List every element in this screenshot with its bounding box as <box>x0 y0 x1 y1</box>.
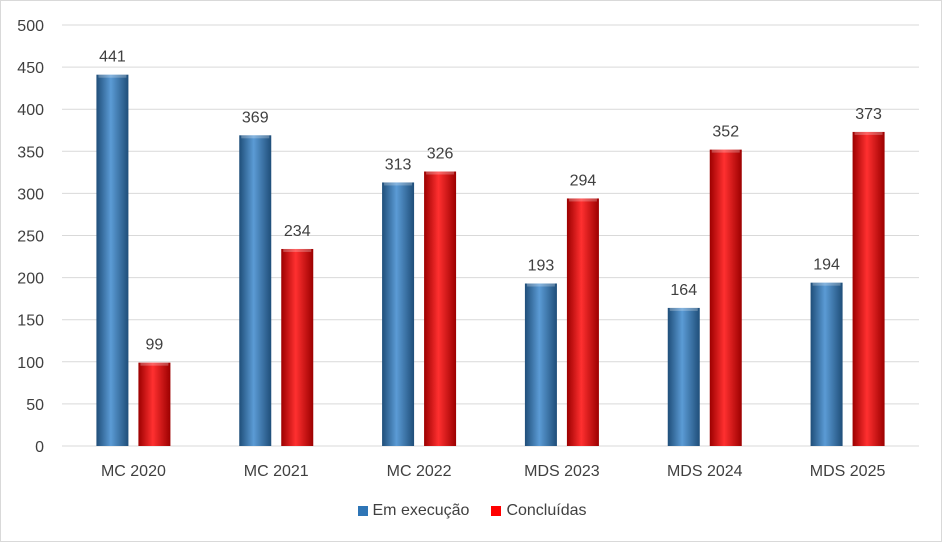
y-tick-label: 100 <box>17 355 44 372</box>
data-label: 352 <box>712 124 739 141</box>
y-tick-label: 250 <box>17 229 44 246</box>
bar-bevel <box>384 182 413 186</box>
bar-em-execucao <box>96 74 129 446</box>
bar-concluidas <box>138 362 171 446</box>
bar-concluidas <box>852 131 885 446</box>
bar-bevel <box>526 283 555 287</box>
bar-bevel <box>241 135 270 139</box>
legend-swatch-em-execucao <box>357 506 368 516</box>
data-label: 294 <box>570 172 597 189</box>
data-label: 194 <box>813 257 840 274</box>
y-tick-label: 150 <box>17 313 44 330</box>
x-tick-label: MC 2022 <box>387 463 452 480</box>
bar-bevel <box>140 362 169 366</box>
gridlines <box>62 24 919 447</box>
bar-bevel <box>426 171 455 175</box>
bar-bevel <box>812 282 841 286</box>
y-tick-label: 500 <box>17 18 44 35</box>
data-labels: 441 99 369 234 313 326 193 294 164 352 194 373 <box>99 49 882 354</box>
data-label: 193 <box>528 257 555 274</box>
bar-concluidas <box>424 171 457 446</box>
x-tick-label: MDS 2024 <box>667 463 743 480</box>
y-tick-label: 450 <box>17 60 44 77</box>
x-axis-tick-labels: MC 2020 MC 2021 MC 2022 MDS 2023 MDS 2024 MDS… <box>101 463 886 480</box>
y-tick-label: 400 <box>17 102 44 119</box>
y-tick-label: 0 <box>35 439 44 456</box>
y-tick-label: 200 <box>17 271 44 288</box>
bar-concluidas <box>709 149 742 446</box>
legend-item-em-execucao: Em execução <box>357 502 470 520</box>
data-label: 99 <box>146 337 164 354</box>
y-tick-label: 50 <box>26 397 44 414</box>
x-tick-label: MDS 2025 <box>810 463 886 480</box>
bar-bevel <box>98 74 127 78</box>
bar-concluidas <box>281 248 314 446</box>
bar-em-execucao <box>239 135 272 446</box>
legend-swatch-concluidas <box>491 506 502 516</box>
legend: Em execução Concluídas <box>1 499 942 523</box>
x-tick-label: MC 2021 <box>244 463 309 480</box>
data-label: 234 <box>284 223 311 240</box>
bars <box>96 74 885 447</box>
y-tick-label: 350 <box>17 144 44 161</box>
legend-label-concluidas: Concluídas <box>506 502 587 519</box>
bar-chart: 0 50 100 150 200 250 300 350 400 450 500 441 99 369 2… <box>17 18 919 480</box>
bar-em-execucao <box>382 182 415 447</box>
data-label: 326 <box>427 146 454 163</box>
legend-label-em-execucao: Em execução <box>372 502 470 519</box>
data-label: 441 <box>99 49 126 66</box>
bar-bevel <box>568 198 597 202</box>
data-label: 313 <box>385 156 412 173</box>
bar-bevel <box>711 149 740 153</box>
x-tick-label: MDS 2023 <box>524 463 600 480</box>
data-label: 369 <box>242 109 269 126</box>
bar-concluidas <box>566 198 599 446</box>
bar-bevel <box>669 307 698 311</box>
y-axis-tick-labels: 0 50 100 150 200 250 300 350 400 450 500 <box>17 18 44 456</box>
legend-item-concluidas: Concluídas <box>491 502 586 520</box>
x-tick-label: MC 2020 <box>101 463 166 480</box>
bar-em-execucao <box>524 283 557 446</box>
data-label: 373 <box>855 106 882 123</box>
bar-em-execucao <box>667 307 700 446</box>
y-tick-label: 300 <box>17 186 44 203</box>
bar-bevel <box>854 131 883 135</box>
data-label: 164 <box>670 282 697 299</box>
bar-em-execucao <box>810 282 843 446</box>
bar-bevel <box>283 248 312 252</box>
